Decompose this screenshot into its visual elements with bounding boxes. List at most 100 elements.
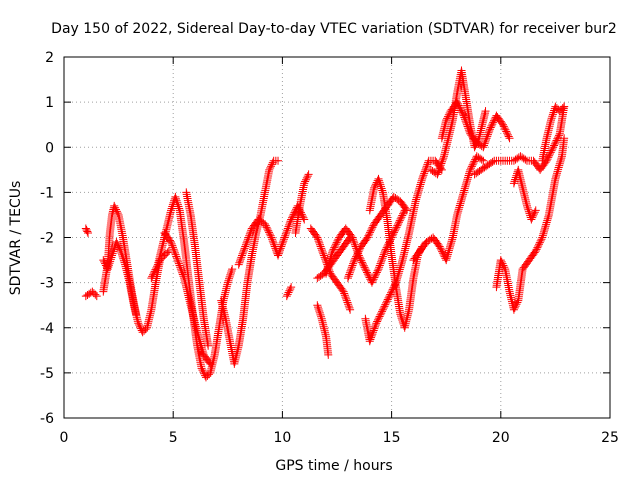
- data-point-interp: [438, 247, 447, 256]
- data-point-interp: [536, 236, 545, 245]
- data-point-interp: [317, 246, 326, 255]
- data-point-interp: [350, 238, 359, 247]
- data-point-interp: [342, 294, 351, 303]
- x-tick-label: 10: [273, 430, 291, 446]
- data-point-interp: [341, 293, 350, 302]
- data-point-interp: [264, 226, 273, 235]
- data-point-interp: [447, 237, 456, 246]
- data-point-interp: [462, 177, 471, 186]
- data-point-interp: [552, 171, 561, 180]
- data-point-interp: [397, 257, 406, 266]
- data-point-interp: [345, 268, 354, 277]
- data-point-interp: [109, 247, 118, 256]
- data-point: [466, 165, 475, 174]
- data-point-interp: [375, 263, 384, 272]
- data-point-interp: [321, 255, 330, 264]
- data-point-interp: [356, 244, 365, 253]
- data-point-interp: [226, 268, 235, 277]
- data-point-interp: [279, 235, 288, 244]
- data-point-interp: [350, 240, 359, 249]
- data-point: [470, 143, 479, 152]
- data-point-interp: [458, 108, 467, 117]
- data-point-interp: [285, 286, 294, 295]
- data-point-interp: [552, 136, 561, 145]
- data-point-interp: [348, 235, 357, 244]
- data-point-interp: [529, 210, 538, 219]
- data-point-interp: [351, 254, 360, 263]
- data-point-interp: [347, 265, 356, 274]
- data-point-interp: [176, 263, 185, 272]
- data-point: [435, 242, 444, 251]
- data-point-interp: [83, 227, 92, 236]
- data-point-interp: [488, 157, 497, 166]
- data-point-interp: [543, 216, 552, 225]
- data-point-interp: [267, 162, 276, 171]
- data-point-interp: [368, 276, 377, 285]
- data-point-interp: [439, 154, 448, 163]
- data-point-interp: [327, 250, 336, 259]
- data-point-interp: [340, 289, 349, 298]
- data-point-interp: [462, 118, 471, 127]
- data-point-interp: [483, 132, 492, 141]
- data-point-interp: [324, 262, 333, 271]
- data-point: [92, 292, 101, 301]
- data-point-interp: [267, 160, 276, 169]
- data-point: [328, 247, 337, 256]
- data-point-interp: [498, 259, 507, 268]
- data-point-interp: [541, 224, 550, 233]
- data-point-interp: [555, 161, 564, 170]
- data-point-interp: [333, 236, 342, 245]
- data-point: [241, 242, 250, 251]
- data-point-interp: [247, 226, 256, 235]
- data-point-interp: [323, 263, 332, 272]
- data-point-interp: [438, 155, 447, 164]
- data-point-interp: [363, 270, 372, 279]
- data-point-interp: [367, 225, 376, 234]
- data-point-interp: [377, 309, 386, 318]
- data-point-interp: [237, 253, 246, 262]
- data-point-interp: [542, 220, 551, 229]
- data-point-interp: [460, 186, 469, 195]
- data-point-interp: [389, 230, 398, 239]
- data-point-interp: [314, 237, 323, 246]
- data-point-interp: [371, 182, 380, 191]
- y-tick-label: -5: [40, 366, 54, 382]
- data-point-interp: [415, 182, 424, 191]
- data-point-interp: [459, 190, 468, 199]
- data-point-interp: [380, 248, 389, 257]
- data-point-interp: [455, 103, 464, 112]
- data-point: [339, 287, 348, 296]
- data-point-interp: [395, 216, 404, 225]
- y-tick-label: -1: [40, 185, 54, 201]
- data-point: [363, 233, 372, 242]
- data-point-interp: [261, 221, 270, 230]
- data-point-interp: [362, 266, 371, 275]
- data-point-interp: [438, 157, 447, 166]
- data-point-interp: [393, 221, 402, 230]
- data-point-interp: [380, 302, 389, 311]
- data-point-interp: [540, 225, 549, 234]
- data-point-interp: [376, 180, 385, 189]
- data-point-interp: [177, 266, 186, 275]
- data-point-interp: [383, 295, 392, 304]
- data-point: [234, 260, 243, 269]
- data-point-interp: [379, 252, 388, 261]
- data-point-interp: [396, 263, 405, 272]
- data-point-interp: [277, 242, 286, 251]
- data-point-interp: [504, 132, 513, 141]
- data-point-interp: [364, 231, 373, 240]
- data-point: [433, 170, 442, 179]
- data-point-interp: [167, 239, 176, 248]
- data-point-interp: [370, 324, 379, 333]
- data-point-interp: [275, 247, 284, 256]
- data-point-interp: [168, 241, 177, 250]
- data-point-interp: [488, 120, 497, 129]
- data-point-interp: [539, 227, 548, 236]
- data-point-interp: [281, 229, 290, 238]
- data-point-interp: [489, 118, 498, 127]
- data-point-interp: [461, 117, 470, 126]
- data-point-interp: [227, 267, 236, 276]
- x-tick-label: 0: [60, 430, 69, 446]
- data-point-interp: [413, 191, 422, 200]
